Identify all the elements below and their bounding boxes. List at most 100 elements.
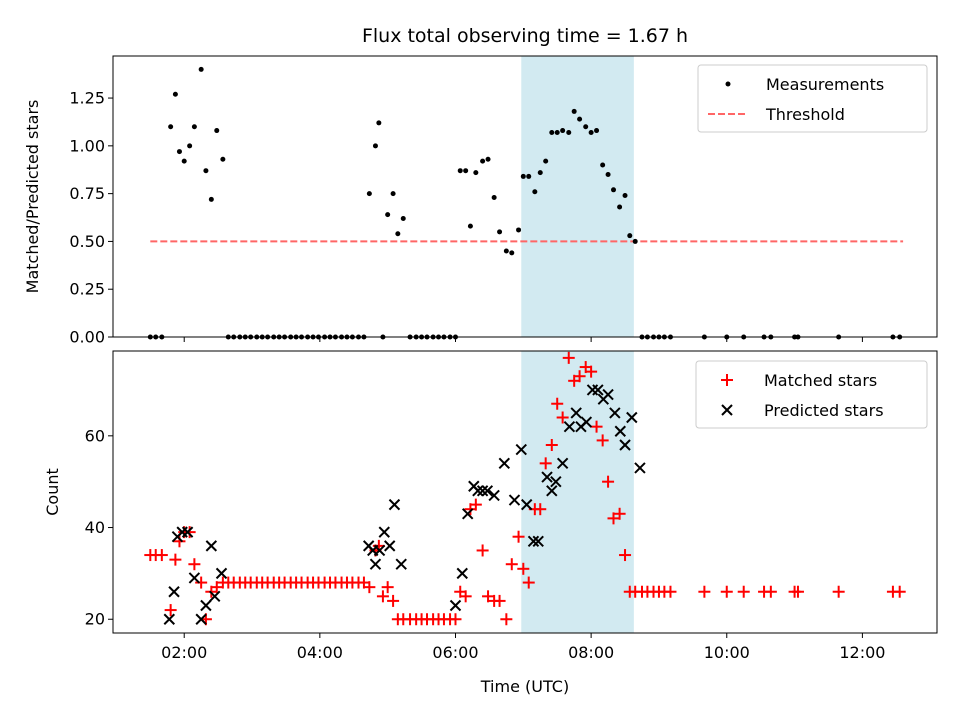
predicted-point bbox=[215, 567, 228, 580]
predicted-point bbox=[373, 544, 386, 557]
predicted-point bbox=[195, 613, 207, 625]
top-y-ticks: 0.00 0.25 0.50 0.75 1.00 1.25 bbox=[69, 89, 113, 347]
predicted-point bbox=[527, 535, 540, 547]
matched-point bbox=[169, 553, 182, 566]
predicted-point bbox=[476, 485, 489, 497]
measurement-point bbox=[376, 120, 382, 126]
matched-point bbox=[737, 585, 750, 598]
legend-measurements-label: Measurements bbox=[766, 75, 884, 94]
predicted-point-b bbox=[626, 411, 638, 424]
predicted-point-b bbox=[532, 535, 544, 547]
predicted-point-b bbox=[388, 498, 401, 511]
matched-point bbox=[791, 585, 804, 598]
predicted-point bbox=[472, 485, 484, 497]
measurement-point bbox=[583, 124, 589, 130]
measurement-point bbox=[220, 156, 226, 162]
x-tick-label: 12:00 bbox=[839, 643, 885, 662]
measurement-point bbox=[632, 238, 638, 244]
predicted-point-b bbox=[200, 599, 212, 612]
predicted-point bbox=[515, 443, 527, 456]
predicted-point bbox=[168, 586, 180, 598]
legend-predicted-marker bbox=[721, 404, 733, 416]
top-y-axis-label: Matched/Predicted stars bbox=[23, 100, 42, 294]
predicted-point-b bbox=[205, 540, 218, 552]
matched-points bbox=[144, 351, 906, 626]
predicted-point bbox=[546, 485, 558, 497]
top-axes-frame bbox=[112, 55, 938, 338]
bottom-legend-box bbox=[695, 360, 928, 429]
predicted-point-b bbox=[563, 420, 576, 433]
top-panel: 0.00 0.25 0.50 0.75 1.00 1.25 Matched/Predict… bbox=[23, 55, 938, 347]
y-tick-label: 20 bbox=[85, 610, 105, 629]
matched-point bbox=[590, 420, 603, 433]
measurement-point bbox=[554, 129, 560, 135]
predicted-point-b bbox=[602, 388, 614, 401]
matched-point bbox=[534, 503, 547, 516]
measurement-point bbox=[543, 158, 549, 164]
matched-point bbox=[596, 434, 609, 447]
matched-point bbox=[551, 397, 564, 410]
measurement-point bbox=[385, 212, 391, 218]
predicted-point-b bbox=[634, 462, 646, 474]
predicted-point-b bbox=[556, 457, 569, 470]
predicted-point-b bbox=[592, 384, 604, 396]
measurement-point bbox=[497, 229, 503, 235]
predicted-point-b bbox=[619, 439, 631, 451]
predicted-point-b bbox=[488, 489, 500, 502]
predicted-point bbox=[532, 535, 544, 547]
measurement-point bbox=[509, 250, 515, 256]
x-tick-label: 06:00 bbox=[432, 643, 478, 662]
legend-measurements-marker bbox=[725, 81, 731, 87]
measurement-point bbox=[176, 149, 182, 155]
predicted-point-b bbox=[181, 526, 194, 538]
matched-point bbox=[664, 585, 677, 598]
predicted-point bbox=[481, 485, 494, 497]
predicted-points bbox=[163, 384, 646, 625]
predicted-point bbox=[205, 540, 218, 552]
bottom-panel: 20 40 60 02:00 04:00 06:00 08:00 10:00 12:00 Co… bbox=[43, 350, 938, 662]
measurement-point bbox=[214, 128, 220, 134]
measurement-point bbox=[203, 168, 209, 174]
predicted-point-b bbox=[515, 443, 527, 456]
matched-point bbox=[556, 411, 569, 424]
matched-point bbox=[459, 590, 472, 603]
measurement-point bbox=[480, 158, 486, 164]
matched-point bbox=[517, 562, 530, 575]
predicted-point-b bbox=[168, 586, 180, 598]
predicted-point bbox=[395, 558, 407, 570]
measurement-point bbox=[627, 233, 633, 239]
predicted-point-b bbox=[520, 498, 533, 511]
x-tick-label: 10:00 bbox=[704, 643, 750, 662]
measurement-point bbox=[594, 128, 600, 134]
matched-point bbox=[183, 526, 196, 539]
predicted-point bbox=[563, 420, 576, 433]
measurement-point bbox=[491, 194, 497, 200]
predicted-point-b bbox=[614, 425, 626, 437]
predicted-point bbox=[614, 425, 626, 437]
predicted-point-b bbox=[546, 485, 558, 497]
matched-point bbox=[376, 590, 389, 603]
matched-point bbox=[482, 590, 495, 603]
measurement-point bbox=[473, 170, 479, 176]
matched-point bbox=[173, 535, 186, 548]
predicted-point-b bbox=[476, 485, 489, 497]
predicted-point-b bbox=[188, 572, 201, 584]
y-tick-label: 60 bbox=[85, 426, 105, 445]
matched-point bbox=[562, 351, 575, 364]
top-legend-box bbox=[697, 64, 928, 133]
matched-point bbox=[698, 585, 711, 598]
predicted-point bbox=[449, 599, 462, 612]
predicted-point bbox=[602, 388, 614, 401]
measurement-point bbox=[520, 173, 526, 179]
measurement-point bbox=[611, 187, 617, 193]
matched-point bbox=[505, 558, 518, 571]
matched-point bbox=[764, 585, 777, 598]
predicted-point-b bbox=[498, 457, 511, 470]
measurement-point bbox=[600, 162, 606, 168]
predicted-point bbox=[619, 439, 631, 451]
matched-point bbox=[381, 581, 394, 594]
predicted-point bbox=[626, 411, 638, 424]
matched-point bbox=[469, 498, 482, 511]
predicted-point bbox=[520, 498, 533, 511]
